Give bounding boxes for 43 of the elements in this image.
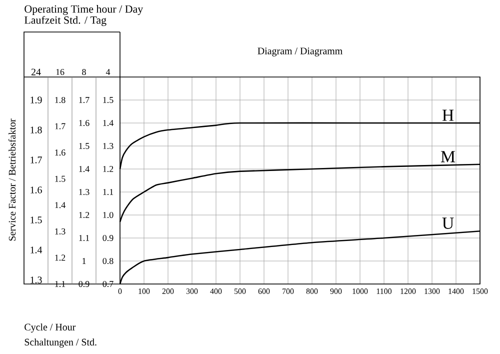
series-label: H xyxy=(442,110,454,121)
y2-tick-label: 1.4 xyxy=(79,166,90,172)
text: 1.7 xyxy=(30,156,42,164)
x-axis-title: Cycle / Hour xyxy=(24,323,76,333)
text: 1.4 xyxy=(30,246,42,254)
y3-tick-label: 1.6 xyxy=(55,150,66,156)
text: 1.6 xyxy=(30,186,42,194)
y3-axis-title: 16 xyxy=(56,68,64,76)
text: 1.8 xyxy=(30,126,42,134)
text: Service Factor / Betriebsfaktor xyxy=(8,118,16,241)
y2-tick-label: 1.1 xyxy=(79,234,90,242)
text: Schaltungen / Std. xyxy=(24,338,96,348)
chart-subtitle: Laufzeit Std. / Tag xyxy=(24,16,106,26)
chart-title: Operating Time hour / Day xyxy=(24,5,144,15)
y3-tick-label: 1.3 xyxy=(55,228,66,234)
y-tick-label: 0.9 xyxy=(102,234,114,242)
y-tick-label: 1.2 xyxy=(103,166,114,172)
series-label: M xyxy=(440,151,456,162)
y-axis-title: 4 xyxy=(106,69,110,75)
y-tick-label: 1.1 xyxy=(103,188,114,196)
y-tick-label: 0.8 xyxy=(102,258,114,264)
series-label: U xyxy=(442,218,454,229)
y2-tick-label: 1 xyxy=(82,258,86,264)
y3-tick-label: 1.7 xyxy=(55,123,66,130)
y2-tick-label: 1.5 xyxy=(79,142,90,150)
y2-tick-label: 1.7 xyxy=(79,96,90,104)
y3-tick-label: 1.5 xyxy=(55,176,66,182)
y2-axis-title: 8 xyxy=(82,68,86,76)
text: 1.3 xyxy=(30,276,42,284)
y3-tick-label: 1.8 xyxy=(55,96,66,104)
text: 24 xyxy=(31,68,41,76)
y2-tick-label: 1.6 xyxy=(79,120,90,126)
y-tick-label: 1.0 xyxy=(103,212,114,218)
y3-tick-label: 1.2 xyxy=(55,254,66,261)
text: 1.5 xyxy=(30,216,42,224)
y-tick-label: 1.4 xyxy=(103,120,114,126)
text: 1.9 xyxy=(30,96,42,104)
y2-tick-label: 1.3 xyxy=(79,188,90,196)
y2-tick-label: 1.2 xyxy=(79,212,90,218)
text: Diagram / Diagramm xyxy=(258,48,342,56)
y-tick-label: 1.5 xyxy=(103,96,114,104)
y3-tick-label: 1.4 xyxy=(55,202,66,208)
y-tick-label: 1.3 xyxy=(103,142,114,150)
